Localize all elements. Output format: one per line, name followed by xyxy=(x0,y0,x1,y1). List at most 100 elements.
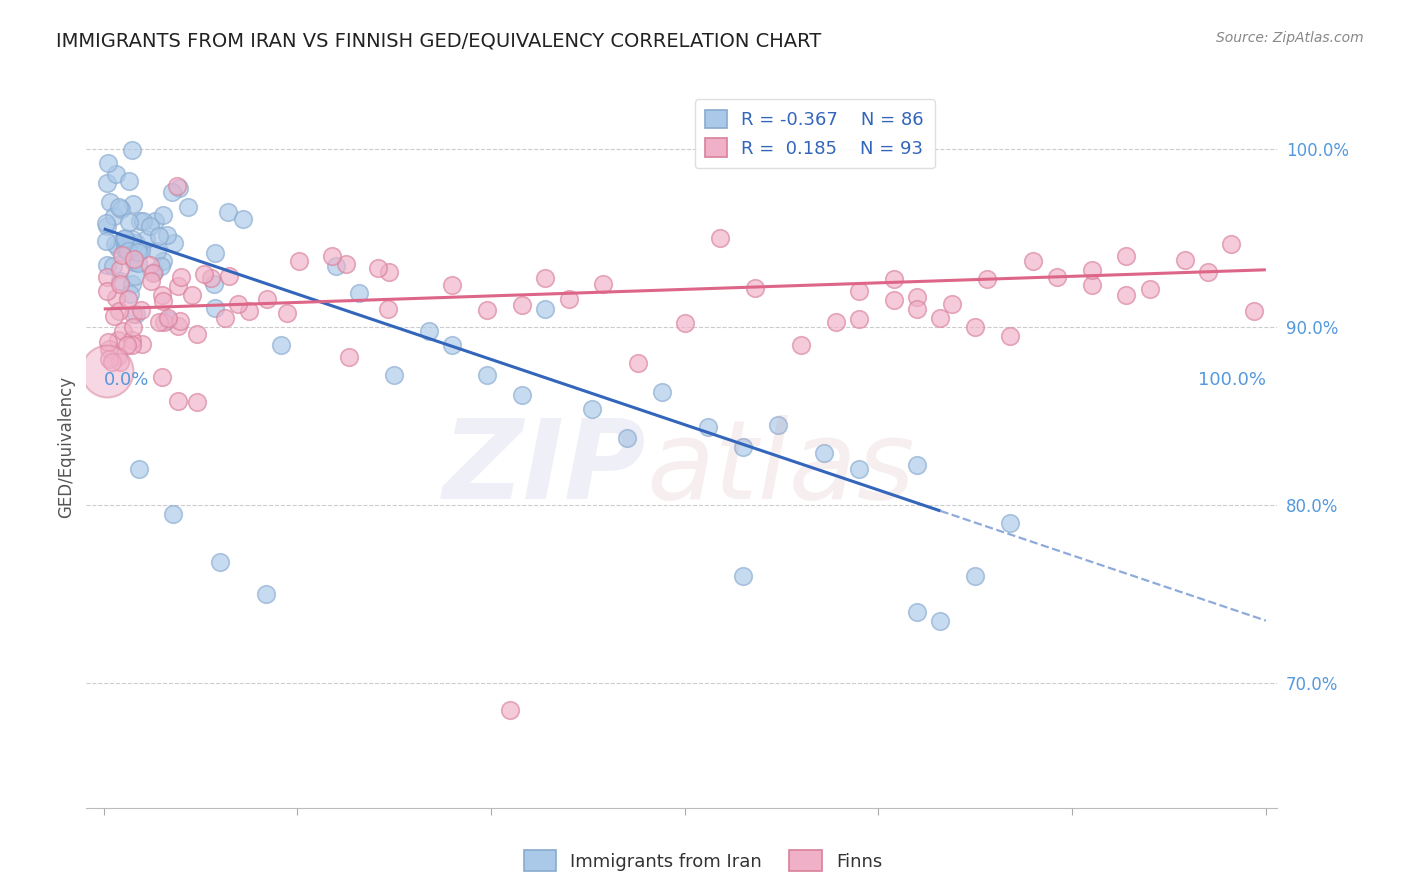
Point xyxy=(186,326,208,341)
Point xyxy=(976,272,998,286)
Point xyxy=(883,271,905,285)
Point xyxy=(117,244,139,258)
Point xyxy=(98,195,121,210)
Point xyxy=(148,228,170,243)
Point xyxy=(115,244,138,259)
Text: IMMIGRANTS FROM IRAN VS FINNISH GED/EQUIVALENCY CORRELATION CHART: IMMIGRANTS FROM IRAN VS FINNISH GED/EQUI… xyxy=(56,31,821,50)
Point xyxy=(122,252,145,266)
Point xyxy=(709,231,731,245)
Point xyxy=(627,356,650,370)
Point xyxy=(208,555,231,569)
Text: 0.0%: 0.0% xyxy=(104,371,149,389)
Point xyxy=(132,213,155,227)
Point xyxy=(117,292,139,306)
Point xyxy=(232,212,254,227)
Point xyxy=(107,333,129,347)
Point xyxy=(1220,236,1243,251)
Point xyxy=(107,200,129,214)
Point xyxy=(145,244,167,258)
Point xyxy=(97,334,120,349)
Point xyxy=(825,316,848,330)
Point xyxy=(731,569,754,583)
Point xyxy=(139,274,162,288)
Point xyxy=(101,355,124,369)
Point xyxy=(118,287,141,301)
Point xyxy=(110,277,132,292)
Point xyxy=(557,292,579,306)
Point xyxy=(337,350,360,364)
Point xyxy=(131,336,153,351)
Point xyxy=(127,244,149,259)
Point xyxy=(418,324,440,338)
Point xyxy=(254,587,277,601)
Point xyxy=(1197,265,1219,279)
Point xyxy=(382,368,405,383)
Point xyxy=(848,462,870,476)
Point xyxy=(157,313,180,327)
Point xyxy=(651,384,673,399)
Point xyxy=(114,241,136,255)
Point xyxy=(112,324,135,338)
Point xyxy=(226,297,249,311)
Point xyxy=(848,311,870,326)
Point xyxy=(152,208,174,222)
Point xyxy=(121,333,143,347)
Point xyxy=(1080,277,1102,292)
Point xyxy=(155,228,177,243)
Point xyxy=(510,298,533,312)
Point xyxy=(152,254,174,268)
Point xyxy=(150,369,173,384)
Point xyxy=(121,232,143,246)
Point xyxy=(114,236,136,251)
Point xyxy=(115,337,138,351)
Point xyxy=(108,355,131,369)
Text: ZIP: ZIP xyxy=(443,415,647,522)
Point xyxy=(335,257,357,271)
Point xyxy=(169,313,191,327)
Point xyxy=(152,288,174,302)
Point xyxy=(169,180,191,194)
Point xyxy=(96,176,118,190)
Point xyxy=(125,236,148,251)
Point xyxy=(1243,304,1265,318)
Point xyxy=(122,320,145,334)
Point xyxy=(905,605,928,619)
Point xyxy=(905,458,928,473)
Point xyxy=(288,254,311,268)
Point xyxy=(124,268,146,283)
Point xyxy=(905,301,928,316)
Point xyxy=(965,569,987,583)
Legend: R = -0.367    N = 86, R =  0.185    N = 93: R = -0.367 N = 86, R = 0.185 N = 93 xyxy=(695,99,935,169)
Point xyxy=(97,342,120,356)
Point xyxy=(103,309,125,323)
Point xyxy=(813,445,835,459)
Point xyxy=(120,235,142,250)
Point xyxy=(167,278,190,293)
Point xyxy=(202,277,225,292)
Point xyxy=(104,167,127,181)
Point xyxy=(592,277,614,292)
Point xyxy=(143,213,166,227)
Point xyxy=(499,703,522,717)
Point xyxy=(1115,248,1137,262)
Point xyxy=(111,248,134,262)
Point xyxy=(534,271,557,285)
Point xyxy=(98,352,121,367)
Point xyxy=(905,290,928,304)
Point xyxy=(731,440,754,454)
Point xyxy=(441,338,464,352)
Point xyxy=(616,431,638,445)
Point xyxy=(744,281,766,295)
Point xyxy=(160,185,183,199)
Point xyxy=(127,256,149,270)
Point xyxy=(142,265,165,279)
Point xyxy=(110,202,132,216)
Point xyxy=(1022,253,1045,268)
Point xyxy=(186,394,208,409)
Point xyxy=(477,303,499,318)
Point xyxy=(104,237,127,252)
Point xyxy=(166,179,188,194)
Point xyxy=(217,205,239,219)
Point xyxy=(114,231,136,245)
Text: atlas: atlas xyxy=(647,415,915,522)
